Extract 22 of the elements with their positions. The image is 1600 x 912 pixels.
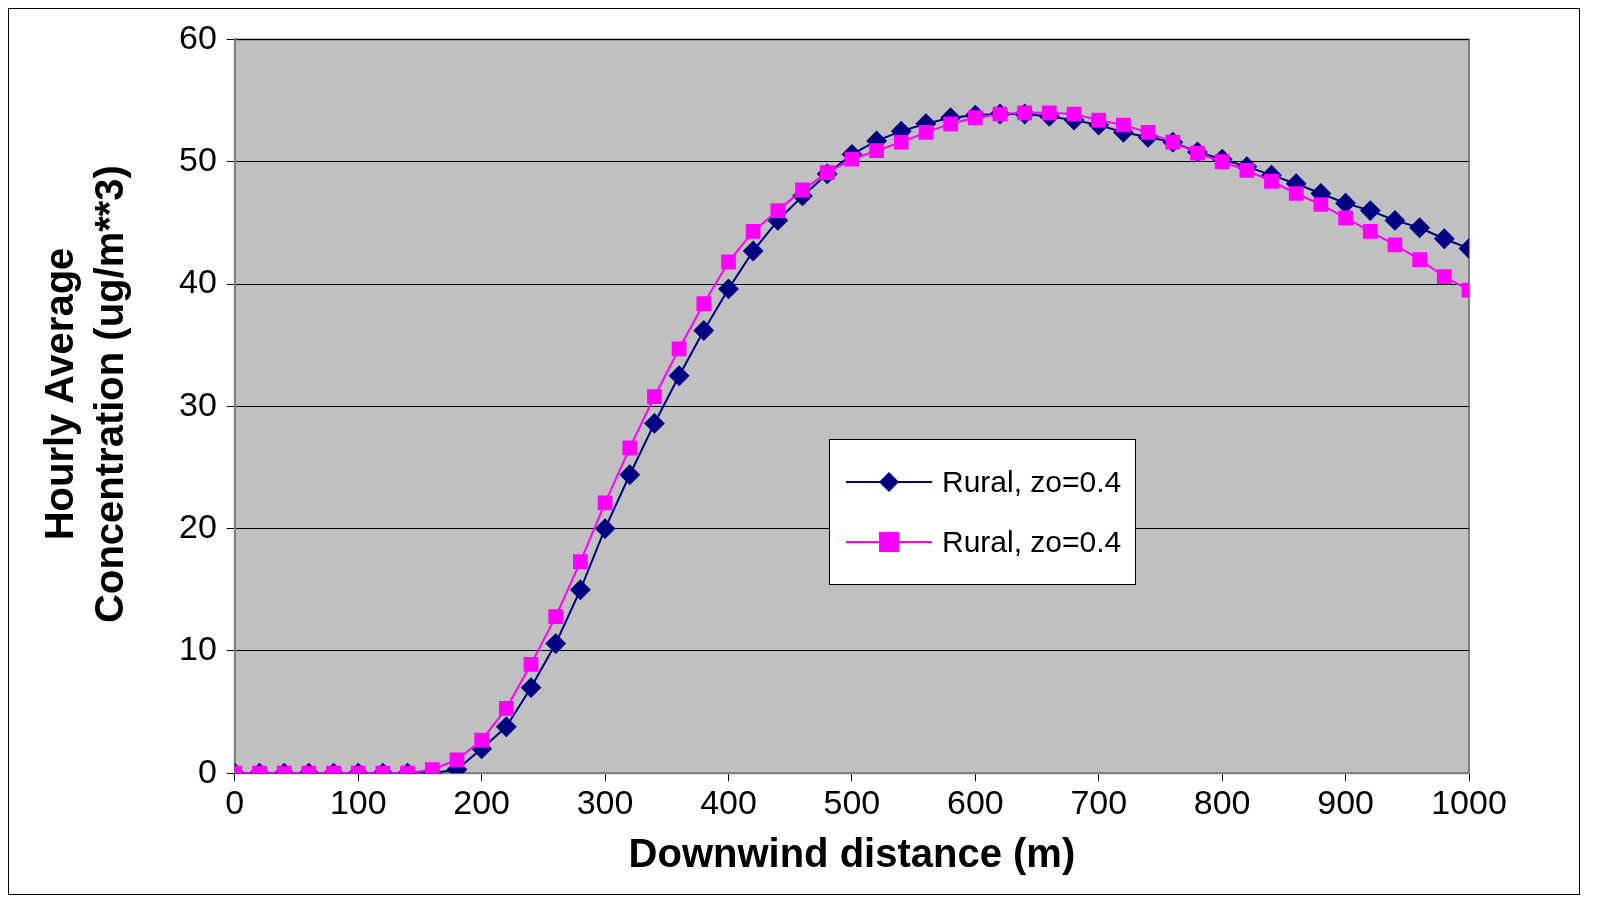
x-tick-label: 900 (1317, 782, 1374, 821)
x-tick-label: 1000 (1431, 782, 1507, 821)
x-tick-label: 300 (576, 782, 634, 821)
y-axis-title: Hourly Average Concentration (ug/m**3) (36, 165, 132, 623)
x-tick-label: 800 (1193, 782, 1251, 821)
x-tick-label: 700 (1070, 782, 1128, 821)
x-tick-label: 400 (700, 782, 757, 821)
x-tick-label: 100 (329, 782, 387, 821)
x-tick-label: 600 (946, 782, 1004, 821)
x-tick-label: 200 (453, 782, 511, 821)
y-tick-label: 10 (178, 629, 217, 668)
x-tick-label: 500 (823, 782, 881, 821)
x-axis-title: Downwind distance (m) (628, 831, 1076, 876)
y-tick-label: 30 (178, 384, 217, 423)
y-tick-label: 0 (197, 751, 217, 790)
legend-label: Rural, zo=0.4 (942, 525, 1122, 559)
y-tick-label: 20 (178, 506, 217, 545)
y-tick-label: 60 (178, 17, 217, 56)
legend-label: Rural, zo=0.4 (942, 465, 1122, 499)
y-tick-label: 40 (178, 262, 217, 301)
x-tick-label: 0 (225, 782, 245, 821)
y-tick-label: 50 (178, 140, 217, 179)
